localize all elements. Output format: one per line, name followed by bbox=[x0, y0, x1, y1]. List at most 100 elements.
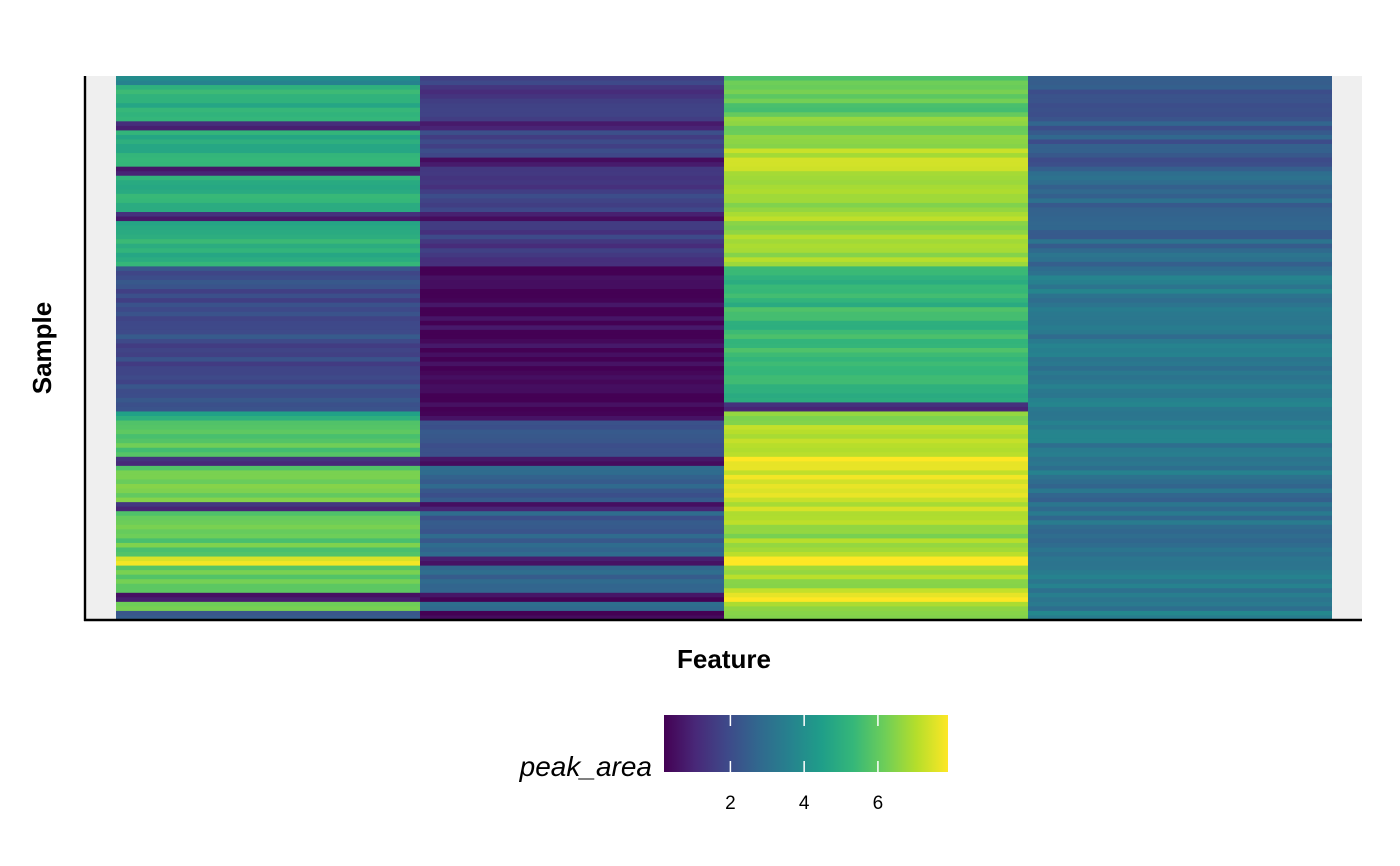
heatmap-cell bbox=[1028, 606, 1332, 612]
heatmap-cell bbox=[116, 175, 420, 181]
legend-ticks: 2 4 6 bbox=[725, 715, 883, 814]
heatmap-cell bbox=[1028, 311, 1332, 317]
heatmap-cell bbox=[724, 384, 1028, 390]
heatmap-cell bbox=[1028, 597, 1332, 603]
heatmap-cell bbox=[1028, 479, 1332, 485]
heatmap-cell bbox=[724, 597, 1028, 603]
heatmap-cell bbox=[420, 588, 724, 594]
heatmap-cell bbox=[724, 89, 1028, 95]
heatmap-cell bbox=[724, 497, 1028, 503]
y-axis-title: Sample bbox=[27, 302, 57, 395]
heatmap-cell bbox=[724, 162, 1028, 168]
heatmap-cell bbox=[116, 316, 420, 322]
heatmap-cell bbox=[420, 76, 724, 82]
heatmap-cell bbox=[116, 116, 420, 122]
legend-tick-label: 4 bbox=[799, 793, 810, 814]
heatmap-cell bbox=[724, 452, 1028, 458]
heatmap-cell bbox=[1028, 243, 1332, 249]
heatmap-cell bbox=[1028, 148, 1332, 154]
heatmap-cell bbox=[420, 384, 724, 390]
heatmap-cell bbox=[1028, 166, 1332, 172]
heatmap-cell bbox=[1028, 615, 1332, 621]
heatmap-cell bbox=[724, 357, 1028, 363]
heatmap-cell bbox=[724, 570, 1028, 576]
heatmap-cell bbox=[116, 547, 420, 553]
heatmap-cell bbox=[724, 615, 1028, 621]
heatmap-cell bbox=[724, 175, 1028, 181]
heatmap-cell bbox=[116, 289, 420, 295]
heatmap-cell bbox=[420, 420, 724, 426]
heatmap-cell bbox=[724, 515, 1028, 521]
heatmap-cell bbox=[1028, 261, 1332, 267]
heatmap-cell bbox=[420, 307, 724, 313]
heatmap-cell bbox=[1028, 212, 1332, 218]
heatmap-cell bbox=[116, 384, 420, 390]
heatmap-cell bbox=[420, 497, 724, 503]
heatmap-cell bbox=[724, 189, 1028, 195]
heatmap-cell bbox=[420, 556, 724, 562]
heatmap-cell bbox=[116, 443, 420, 449]
heatmap-cell bbox=[116, 293, 420, 299]
heatmap-cell bbox=[420, 338, 724, 345]
heatmap-cell bbox=[1028, 465, 1332, 471]
heatmap-cell bbox=[724, 511, 1028, 517]
heatmap-cell bbox=[1028, 289, 1332, 295]
heatmap-cell bbox=[1028, 85, 1332, 91]
heatmap-cell bbox=[1028, 207, 1332, 213]
heatmap-cell bbox=[1028, 456, 1332, 462]
heatmap-cell bbox=[116, 298, 420, 304]
heatmap-cell bbox=[420, 606, 724, 612]
heatmap-cell bbox=[724, 456, 1028, 462]
heatmap-cell bbox=[420, 80, 724, 86]
heatmap-cell bbox=[420, 388, 724, 394]
heatmap-cell bbox=[420, 275, 724, 281]
heatmap-cell bbox=[724, 565, 1028, 571]
heatmap-cell bbox=[724, 80, 1028, 86]
heatmap-cell bbox=[1028, 266, 1332, 272]
heatmap-cell bbox=[1028, 316, 1332, 322]
heatmap-cell bbox=[116, 574, 420, 580]
heatmap-cell bbox=[724, 121, 1028, 127]
heatmap-cell bbox=[420, 261, 724, 267]
heatmap-cell bbox=[1028, 357, 1332, 363]
heatmap-cell bbox=[1028, 515, 1332, 521]
heatmap-cell bbox=[116, 411, 420, 417]
heatmap-cell bbox=[724, 116, 1028, 122]
heatmap-cell bbox=[1028, 121, 1332, 127]
heatmap-cell bbox=[1028, 189, 1332, 195]
heatmap-cell bbox=[1028, 425, 1332, 431]
heatmap-cell bbox=[724, 130, 1028, 136]
heatmap-cell bbox=[116, 252, 420, 258]
heatmap-cell bbox=[116, 552, 420, 558]
heatmap-cell bbox=[116, 284, 420, 290]
heatmap-cell bbox=[116, 529, 420, 535]
heatmap-cell bbox=[1028, 443, 1332, 449]
heatmap-cell bbox=[724, 547, 1028, 553]
heatmap-cell bbox=[724, 610, 1028, 617]
heatmap-cell bbox=[116, 198, 420, 204]
heatmap-cell bbox=[116, 370, 420, 376]
heatmap-cell bbox=[724, 561, 1028, 567]
heatmap-cell bbox=[420, 583, 724, 589]
heatmap-cell bbox=[1028, 547, 1332, 553]
heatmap-cell bbox=[724, 406, 1028, 413]
heatmap-cell bbox=[1028, 556, 1332, 562]
heatmap-cell bbox=[420, 94, 724, 100]
heatmap-cell bbox=[420, 520, 724, 526]
heatmap-cell bbox=[420, 615, 724, 621]
heatmap-cell bbox=[420, 452, 724, 458]
heatmap-cell bbox=[116, 221, 420, 227]
heatmap-cell bbox=[420, 565, 724, 571]
heatmap-cell bbox=[724, 533, 1028, 539]
heatmap-cell bbox=[724, 502, 1028, 508]
heatmap-cell bbox=[1028, 144, 1332, 150]
heatmap-cell bbox=[116, 379, 420, 385]
heatmap-cell bbox=[1028, 610, 1332, 617]
heatmap-cell bbox=[724, 325, 1028, 331]
heatmap-cell bbox=[420, 366, 724, 372]
heatmap-cell bbox=[1028, 280, 1332, 286]
heatmap-cell bbox=[420, 298, 724, 304]
heatmap-cell bbox=[724, 329, 1028, 335]
heatmap-cell bbox=[116, 94, 420, 100]
heatmap-cell bbox=[1028, 157, 1332, 163]
